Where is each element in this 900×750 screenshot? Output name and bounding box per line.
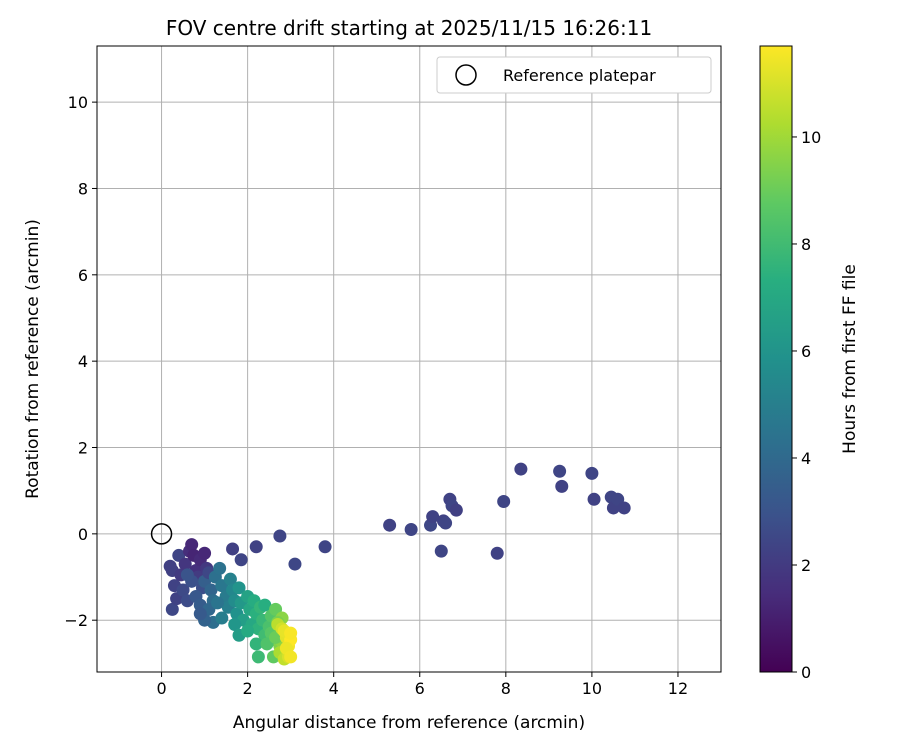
colorbar-tick-label: 4 [801,449,811,468]
y-tick-label: 10 [68,93,88,112]
y-tick-label: 6 [78,266,88,285]
data-point [273,529,287,543]
data-point [434,544,448,558]
x-tick-label: 10 [582,679,602,698]
legend: Reference platepar [436,56,712,94]
colorbar-tick-label: 10 [801,128,821,147]
data-point [284,650,298,664]
data-point [404,523,418,537]
data-point [249,540,263,554]
colorbar-tick-label: 0 [801,663,811,682]
data-point [383,518,397,532]
colorbar-gradient [759,45,793,673]
y-axis-label: Rotation from reference (arcmin) [23,219,43,499]
data-point [585,466,599,480]
legend-box [436,56,712,94]
data-point [555,479,569,493]
colorbar-label: Hours from first FF file [840,264,860,454]
data-point [249,637,263,651]
data-point [210,596,224,610]
x-tick-label: 12 [668,679,688,698]
data-point [193,607,207,621]
data-point [165,602,179,616]
data-point [490,546,504,560]
data-point [514,462,528,476]
x-axis-label: Angular distance from reference (arcmin) [233,713,585,733]
data-point [553,464,567,478]
x-tick-label: 2 [243,679,253,698]
y-axis-ticks: −2 0 2 4 6 8 10 [64,93,97,630]
colorbar: 0 2 4 6 8 10 Hours from first FF file [759,45,860,682]
data-point [226,542,240,556]
chart-title: FOV centre drift starting at 2025/11/15 … [166,16,652,40]
data-point [449,503,463,517]
legend-marker [455,64,477,86]
data-point [176,583,190,597]
y-tick-label: 2 [78,439,88,458]
y-tick-label: 4 [78,352,88,371]
data-point [228,618,242,632]
colorbar-ticks: 0 2 4 6 8 10 [792,128,821,682]
data-point [617,501,631,515]
data-point [284,626,298,640]
data-point [241,624,255,638]
data-point [497,494,511,508]
y-tick-label: 0 [78,525,88,544]
data-point [439,516,453,530]
data-point [234,553,248,567]
data-point [258,598,272,612]
data-point [213,561,227,575]
data-point [223,572,237,586]
scatter-points [163,462,631,666]
data-point [198,546,212,560]
plot-frame [96,45,722,673]
reference-platepar-marker [150,523,173,545]
data-point [180,568,194,582]
data-point [178,557,192,571]
x-tick-label: 4 [329,679,339,698]
legend-entry-reference-platepar: Reference platepar [503,66,656,85]
data-point [587,492,601,506]
grid-lines [97,46,721,672]
data-point [251,650,265,664]
x-tick-label: 0 [156,679,166,698]
x-axis-ticks: 0 2 4 6 8 10 12 [156,672,688,698]
data-point [232,581,246,595]
colorbar-tick-label: 6 [801,342,811,361]
data-point [318,540,332,554]
data-point [288,557,302,571]
y-tick-label: 8 [78,179,88,198]
data-point [215,611,229,625]
data-point [185,538,199,552]
x-tick-label: 6 [415,679,425,698]
colorbar-tick-label: 8 [801,235,811,254]
x-tick-label: 8 [501,679,511,698]
data-point [204,583,218,597]
y-tick-label: −2 [64,611,88,630]
data-point [426,510,440,524]
colorbar-tick-label: 2 [801,556,811,575]
